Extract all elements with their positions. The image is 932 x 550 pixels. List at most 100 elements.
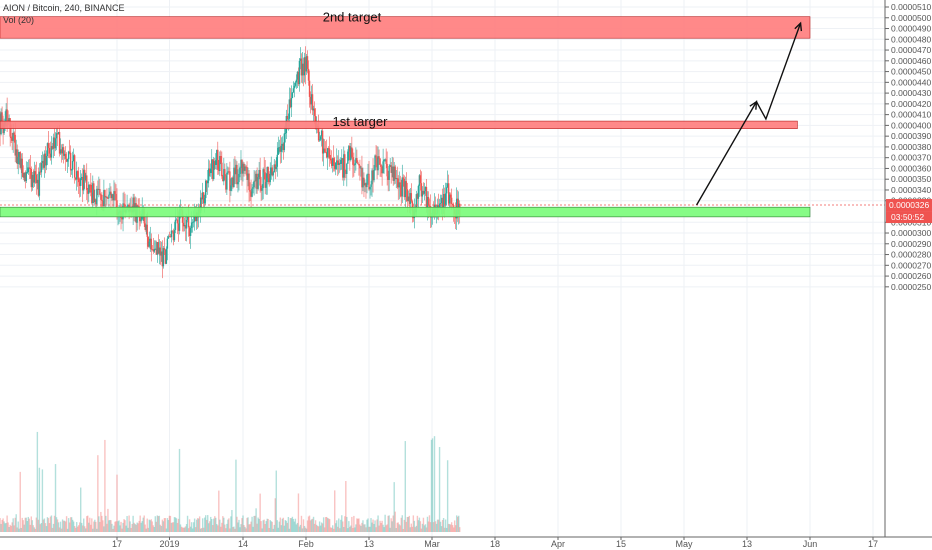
candle-body: [422, 190, 425, 194]
zone-2[interactable]: [0, 120, 798, 129]
volume-bar: [377, 515, 379, 532]
candle-body: [148, 241, 150, 247]
volume-bar: [138, 520, 140, 532]
volume-bar: [126, 516, 128, 532]
candle-body: [58, 132, 61, 154]
zone-3[interactable]: [0, 206, 811, 218]
volume-bar: [112, 528, 114, 532]
candle-body: [353, 164, 355, 166]
volume-bar: [317, 526, 320, 532]
candle-body: [332, 158, 334, 166]
volume-bar: [120, 521, 122, 532]
candle-body: [230, 185, 232, 191]
candle-body: [313, 108, 316, 116]
volume-bar: [108, 520, 110, 532]
candle-body: [55, 133, 58, 139]
volume-bar: [180, 526, 183, 532]
volume-bar: [328, 519, 331, 532]
candle-body: [220, 156, 222, 163]
volume-bar: [94, 519, 96, 532]
volume-bar: [122, 522, 124, 532]
volume-bar: [117, 521, 119, 532]
volume-bar: [152, 525, 154, 532]
candle-body: [386, 163, 388, 177]
volume-bar: [389, 527, 391, 532]
volume-bar: [175, 518, 178, 532]
volume-bar: [27, 516, 29, 532]
candle-body: [333, 158, 335, 165]
volume-bar: [354, 527, 356, 532]
volume-bar: [174, 517, 177, 532]
volume-bar: [314, 520, 317, 532]
volume-bar: [285, 520, 288, 532]
volume-bar: [364, 524, 366, 532]
y-tick-label: 0.0000470: [891, 45, 931, 55]
candle-body: [346, 163, 348, 174]
volume-bar: [215, 517, 217, 532]
candle-body: [41, 160, 44, 164]
volume-bar: [2, 518, 4, 532]
candle-body: [350, 147, 352, 161]
volume-bar: [193, 518, 196, 532]
candle-body: [391, 166, 393, 173]
candle-body: [277, 147, 279, 155]
candle-body: [211, 159, 213, 169]
candle-body: [324, 151, 327, 153]
volume-bar: [154, 516, 157, 532]
projection-path[interactable]: [695, 22, 802, 206]
x-tick-label: 17: [868, 539, 878, 549]
volume-bar: [270, 521, 272, 532]
candle-body: [403, 178, 405, 198]
volume-bar: [376, 519, 378, 532]
volume-bar: [70, 517, 73, 532]
candle-body: [163, 248, 166, 250]
volume-bar: [413, 520, 416, 532]
volume-bar: [304, 527, 307, 532]
volume-bar: [256, 523, 258, 532]
candle-body: [98, 189, 100, 190]
volume-bar: [217, 525, 219, 532]
candle-body: [50, 146, 53, 158]
volume-bar: [290, 518, 293, 532]
candle-body: [389, 165, 391, 167]
volume-bar: [116, 474, 118, 532]
x-axis: 17 2019 14 Feb 13 Mar 18 Apr 15 May 13 Jun 17: [0, 536, 932, 550]
volume-bar: [435, 523, 438, 532]
volume-bar: [237, 522, 239, 532]
candle-body: [5, 109, 7, 122]
candle-body: [171, 230, 174, 232]
candle-body: [190, 222, 193, 229]
volume-bar: [60, 528, 63, 532]
candle-body: [418, 175, 421, 186]
candle-body: [80, 178, 82, 186]
candle-body: [443, 194, 446, 206]
candle-body: [349, 146, 351, 161]
candle-body: [26, 172, 28, 173]
volume-bar: [218, 490, 220, 532]
volume-bar: [68, 522, 71, 532]
volume-bar: [277, 527, 279, 532]
candle-body: [172, 231, 175, 241]
volume-bar: [205, 515, 207, 532]
zone-1[interactable]: [0, 16, 811, 39]
volume-bar: [153, 526, 155, 532]
candle-body: [114, 191, 116, 194]
volume-bar: [221, 522, 223, 532]
candle-body: [442, 194, 445, 209]
candle-body: [261, 188, 263, 191]
candle-body: [10, 136, 12, 139]
x-tick-label: Apr: [551, 539, 565, 549]
symbol-title[interactable]: AION / Bitcoin, 240, BINANCE: [3, 3, 125, 13]
volume-bar: [346, 516, 348, 532]
volume-indicator-label[interactable]: Vol (20): [3, 15, 35, 25]
candle-body: [76, 171, 79, 178]
volume-bar: [260, 521, 262, 532]
volume-bar: [411, 526, 414, 532]
candle-body: [373, 169, 375, 181]
candle-body: [377, 156, 379, 171]
candle-body: [276, 154, 278, 167]
volume-bar: [404, 441, 406, 532]
volume-bar: [272, 528, 274, 532]
volume-bar: [331, 527, 333, 532]
